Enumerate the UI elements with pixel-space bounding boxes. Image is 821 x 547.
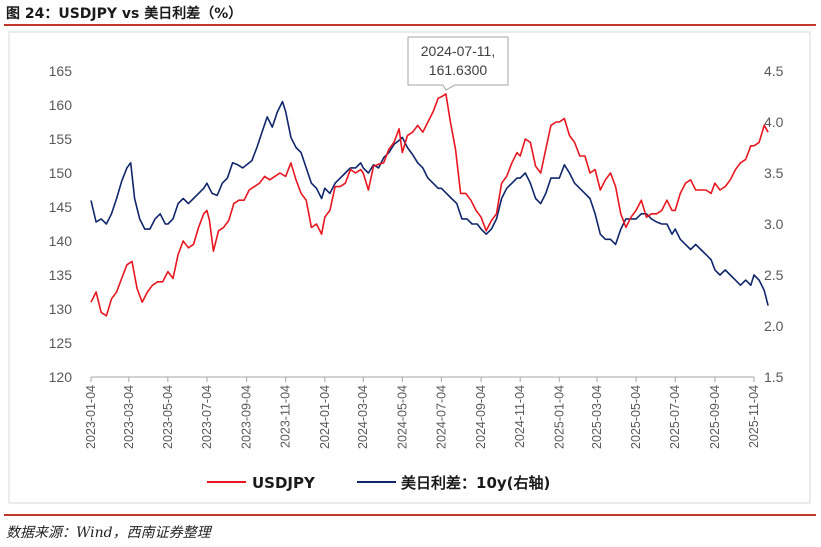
x-tick-label: 2023-03-04 [122,385,136,449]
x-tick-label: 2025-01-04 [552,385,566,449]
chart-area: 120 125 130 135 140 145 150 155 160 165 1.5 2.0 2.5… [8,31,811,504]
y-right-tick-label: 4.0 [764,114,784,130]
y-right-tick-label: 2.0 [764,318,784,334]
y-right-tick-label: 1.5 [764,369,784,385]
x-tick-label: 2025-11-04 [747,385,761,448]
legend: USDJPY 美日利差：10y(右轴) [207,474,550,492]
plot-lines [90,93,769,317]
y-left-tick-label: 145 [49,199,73,215]
x-tick-label: 2024-01-04 [318,385,332,449]
y-right-tick-label: 2.5 [764,267,784,283]
annotation-callout: 2024-07-11, 161.6300 [407,36,509,91]
legend-spread-label: 美日利差：10y(右轴) [401,474,550,492]
y-left-tick-label: 140 [49,233,73,249]
bottom-rule [4,514,816,516]
x-tick-label: 2024-11-04 [513,385,527,448]
top-rule [4,24,816,26]
y-left-tick-label: 150 [49,165,73,181]
x-tick-label: 2024-09-04 [474,385,488,449]
y-axis-right: 1.5 2.0 2.5 3.0 3.5 4.0 4.5 [764,63,784,385]
x-tick-label: 2023-11-04 [279,385,293,448]
y-left-tick-label: 160 [49,97,73,113]
y-left-tick-label: 120 [49,369,73,385]
y-left-tick-label: 155 [49,131,73,147]
spread-line [90,100,769,306]
chart-frame [8,31,811,504]
x-tick-label: 2023-01-04 [84,385,98,449]
x-tick-label: 2023-09-04 [240,385,254,449]
usdjpy-line [90,93,769,317]
x-tick-label: 2024-07-04 [434,385,448,449]
y-left-tick-label: 130 [49,301,73,317]
x-tick-label: 2024-03-04 [356,385,370,449]
x-tick-label: 2024-05-04 [395,385,409,449]
annotation-box [407,36,509,91]
y-right-tick-label: 4.5 [764,63,784,79]
y-left-tick-label: 135 [49,267,73,283]
x-tick-label: 2025-09-04 [708,385,722,449]
x-tick-label: 2025-03-04 [590,385,604,449]
annotation-line1: 2024-07-11, [421,43,495,59]
y-left-tick-label: 165 [49,63,73,79]
chart-title: 图 24：USDJPY vs 美日利差（%） [6,6,243,22]
x-tick-label: 2025-05-04 [629,385,643,449]
legend-usdjpy-label: USDJPY [252,474,316,492]
x-axis: 2023-01-04 2023-03-04 2023-05-04 2023-07-04… [84,376,761,449]
source-note: 数据来源：Wind，西南证券整理 [6,525,211,541]
x-tick-label: 2023-07-04 [200,385,214,449]
x-tick-label: 2023-05-04 [161,385,175,449]
x-tick-label: 2025-07-04 [668,385,682,449]
y-right-tick-label: 3.0 [764,216,784,232]
y-axis-left: 120 125 130 135 140 145 150 155 160 165 [49,63,73,385]
y-left-tick-label: 125 [49,335,73,351]
y-right-tick-label: 3.5 [764,165,784,181]
annotation-line2: 161.6300 [429,62,488,78]
